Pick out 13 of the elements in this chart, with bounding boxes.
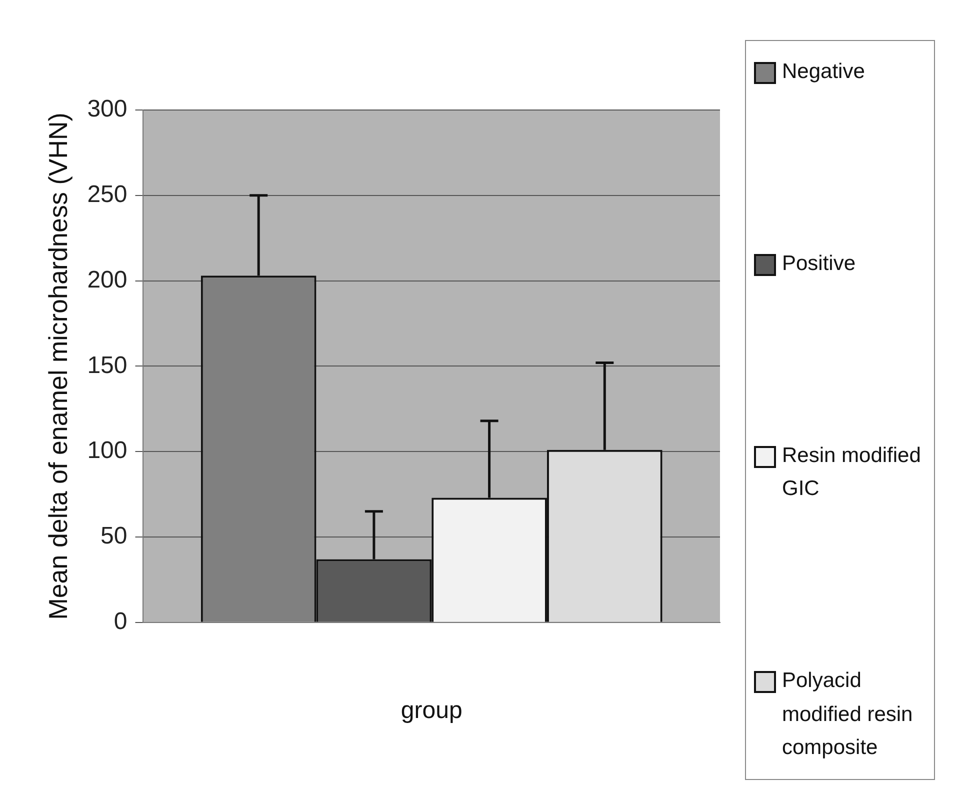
legend-label: Negative: [782, 59, 865, 85]
legend-label: Polyacid modified resin composite: [782, 668, 914, 762]
y-tick-label: 0: [114, 608, 128, 636]
y-tick-label: 50: [100, 522, 128, 550]
legend-label: Resin modified GIC: [782, 442, 922, 502]
y-axis-title: Mean delta of enamel microhardness (VHN): [42, 112, 73, 620]
y-tick-label: 250: [87, 181, 128, 208]
y-tick-label: 100: [87, 437, 128, 464]
y-tick-label: 150: [87, 352, 128, 379]
x-axis-title: group: [400, 697, 462, 724]
y-tick-label: 200: [87, 266, 128, 294]
legend-label: Positive: [782, 250, 856, 277]
y-tick-label: 300: [87, 96, 128, 123]
